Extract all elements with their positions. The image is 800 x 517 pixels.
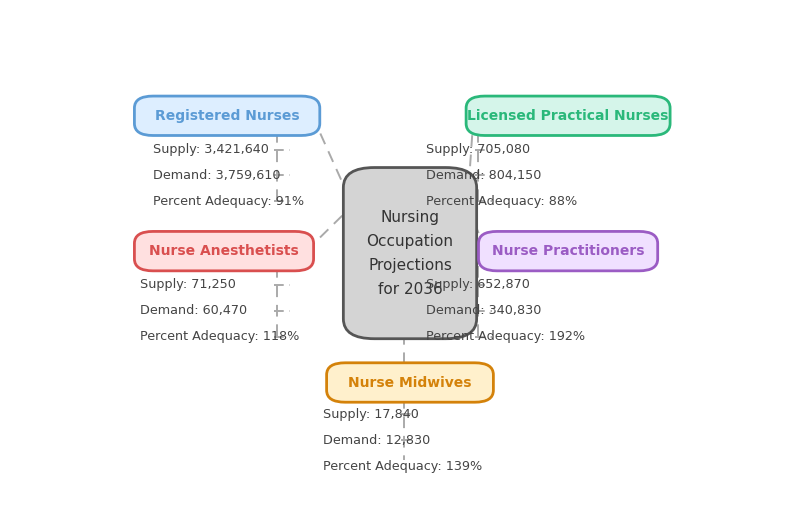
Text: Licensed Practical Nurses: Licensed Practical Nurses: [467, 109, 669, 123]
Text: Nursing
Occupation
Projections
for 2036: Nursing Occupation Projections for 2036: [366, 209, 454, 297]
FancyBboxPatch shape: [466, 96, 670, 135]
Text: Nurse Practitioners: Nurse Practitioners: [492, 244, 644, 258]
FancyBboxPatch shape: [478, 232, 658, 271]
Text: Nurse Anesthetists: Nurse Anesthetists: [149, 244, 299, 258]
Text: Percent Adequacy: 91%: Percent Adequacy: 91%: [153, 195, 304, 208]
Text: Demand: 804,150: Demand: 804,150: [426, 169, 541, 182]
FancyBboxPatch shape: [326, 363, 494, 402]
FancyBboxPatch shape: [134, 232, 314, 271]
Text: Demand: 340,830: Demand: 340,830: [426, 305, 541, 317]
Text: Supply: 3,421,640: Supply: 3,421,640: [153, 143, 269, 156]
FancyBboxPatch shape: [343, 168, 477, 339]
Text: Supply: 17,840: Supply: 17,840: [323, 408, 419, 421]
Text: Demand: 12,830: Demand: 12,830: [323, 434, 430, 447]
Text: Percent Adequacy: 139%: Percent Adequacy: 139%: [323, 460, 482, 473]
Text: Supply: 71,250: Supply: 71,250: [140, 279, 236, 292]
FancyBboxPatch shape: [134, 96, 320, 135]
Text: Percent Adequacy: 192%: Percent Adequacy: 192%: [426, 330, 585, 343]
Text: Percent Adequacy: 88%: Percent Adequacy: 88%: [426, 195, 577, 208]
Text: Supply: 652,870: Supply: 652,870: [426, 279, 530, 292]
Text: Demand: 3,759,610: Demand: 3,759,610: [153, 169, 280, 182]
Text: Nurse Midwives: Nurse Midwives: [348, 375, 472, 389]
Text: Supply: 705,080: Supply: 705,080: [426, 143, 530, 156]
Text: Percent Adequacy: 118%: Percent Adequacy: 118%: [140, 330, 300, 343]
Text: Registered Nurses: Registered Nurses: [154, 109, 299, 123]
Text: Demand: 60,470: Demand: 60,470: [140, 305, 247, 317]
